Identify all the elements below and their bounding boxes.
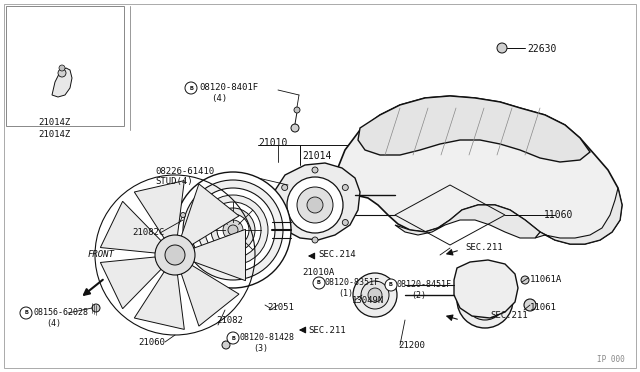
Circle shape — [342, 219, 348, 225]
Polygon shape — [335, 96, 622, 244]
Text: SEC.211: SEC.211 — [465, 243, 502, 252]
Circle shape — [457, 272, 513, 328]
Text: SEC.211: SEC.211 — [490, 311, 527, 320]
Text: 21014Z: 21014Z — [38, 118, 70, 127]
Circle shape — [465, 280, 505, 320]
Circle shape — [385, 279, 397, 291]
Circle shape — [282, 219, 288, 225]
Polygon shape — [181, 184, 239, 244]
Circle shape — [185, 82, 197, 94]
Text: 08120-8401F: 08120-8401F — [199, 83, 258, 92]
Circle shape — [183, 180, 283, 280]
Circle shape — [155, 235, 195, 275]
Circle shape — [353, 273, 397, 317]
Circle shape — [287, 177, 343, 233]
Text: B: B — [389, 282, 393, 288]
Polygon shape — [134, 272, 184, 330]
Polygon shape — [194, 230, 246, 280]
Text: (3): (3) — [253, 344, 268, 353]
Text: 22630: 22630 — [527, 44, 556, 54]
Text: 13049N: 13049N — [352, 296, 384, 305]
Text: IP 000: IP 000 — [597, 355, 625, 364]
Circle shape — [217, 214, 249, 246]
Text: 21051: 21051 — [267, 303, 294, 312]
Polygon shape — [181, 266, 239, 326]
Text: 21082C: 21082C — [132, 228, 164, 237]
Circle shape — [368, 288, 382, 302]
Polygon shape — [358, 96, 590, 162]
Text: 08120-8451F: 08120-8451F — [397, 280, 452, 289]
Circle shape — [59, 65, 65, 71]
Circle shape — [175, 172, 291, 288]
Text: (4): (4) — [211, 94, 227, 103]
Circle shape — [223, 220, 243, 240]
Circle shape — [227, 332, 239, 344]
Circle shape — [480, 295, 490, 305]
Circle shape — [312, 237, 318, 243]
Circle shape — [524, 299, 536, 311]
Circle shape — [282, 185, 288, 190]
Text: 08156-62028: 08156-62028 — [33, 308, 88, 317]
Text: 11061A: 11061A — [530, 275, 563, 284]
Text: SEC.214: SEC.214 — [318, 250, 356, 259]
Circle shape — [198, 195, 268, 265]
Text: 21014: 21014 — [302, 151, 332, 161]
Text: 11060: 11060 — [544, 210, 573, 220]
Polygon shape — [52, 68, 72, 97]
Text: B: B — [231, 336, 235, 340]
Circle shape — [313, 277, 325, 289]
Circle shape — [58, 69, 66, 77]
Text: 21014Z: 21014Z — [38, 130, 70, 139]
Circle shape — [180, 212, 186, 218]
Circle shape — [228, 225, 238, 235]
Polygon shape — [134, 180, 184, 238]
Circle shape — [291, 124, 299, 132]
Text: 08120-8351F: 08120-8351F — [325, 278, 380, 287]
Circle shape — [211, 208, 255, 252]
Circle shape — [205, 202, 261, 258]
Text: 21060: 21060 — [138, 338, 165, 347]
Polygon shape — [535, 188, 622, 244]
Circle shape — [497, 43, 507, 53]
Circle shape — [521, 276, 529, 284]
Circle shape — [473, 288, 497, 312]
Text: STUD(4): STUD(4) — [155, 177, 193, 186]
Text: 11061: 11061 — [530, 303, 557, 312]
Polygon shape — [100, 201, 161, 253]
Polygon shape — [272, 163, 360, 240]
Text: 08226-61410: 08226-61410 — [155, 167, 214, 176]
Text: B: B — [317, 280, 321, 285]
Circle shape — [165, 245, 185, 265]
Circle shape — [92, 304, 100, 312]
Text: SEC.211: SEC.211 — [308, 326, 346, 335]
Polygon shape — [395, 205, 540, 238]
Bar — [6, 6, 124, 126]
Text: FRONT: FRONT — [88, 250, 115, 259]
Circle shape — [294, 107, 300, 113]
Text: (1): (1) — [338, 289, 353, 298]
Circle shape — [222, 341, 230, 349]
Text: 08120-81428: 08120-81428 — [240, 333, 295, 342]
Polygon shape — [454, 260, 518, 318]
Text: 21200: 21200 — [398, 341, 425, 350]
Circle shape — [342, 185, 348, 190]
Text: (2): (2) — [411, 291, 426, 300]
Text: B: B — [24, 311, 28, 315]
Circle shape — [361, 281, 389, 309]
Circle shape — [312, 167, 318, 173]
Circle shape — [297, 187, 333, 223]
Circle shape — [307, 197, 323, 213]
Circle shape — [20, 307, 32, 319]
Text: 21010: 21010 — [258, 138, 287, 148]
Text: 21010A: 21010A — [302, 268, 334, 277]
Polygon shape — [100, 257, 161, 309]
Circle shape — [191, 188, 275, 272]
Text: B: B — [189, 86, 193, 90]
Text: (4): (4) — [46, 319, 61, 328]
Text: 21082: 21082 — [216, 316, 243, 325]
